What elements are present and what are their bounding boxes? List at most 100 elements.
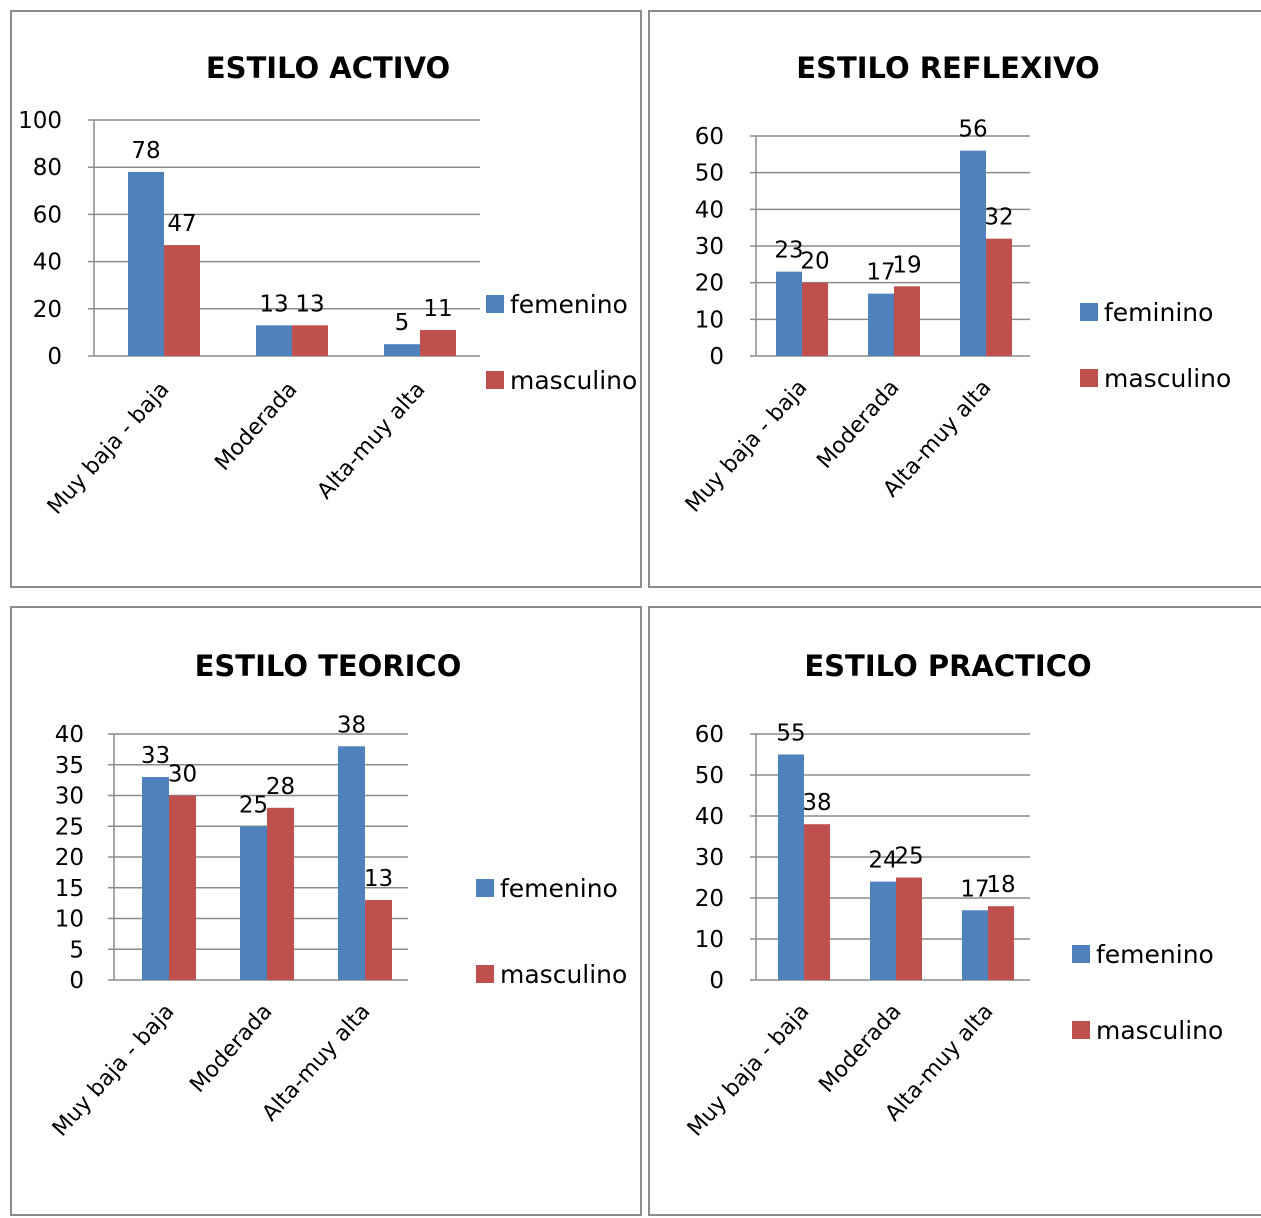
data-label-femenino-alta-muy-alta: 38 [337, 712, 366, 738]
category-label: Muy baja - baja [683, 999, 815, 1141]
data-label-femenino-moderada: 13 [259, 291, 288, 317]
data-label-masculino-muy-baja-baja: 20 [800, 249, 829, 275]
bar-masculino-moderada [894, 286, 920, 356]
category-label: Moderada [814, 999, 906, 1097]
data-label-masculino-moderada: 13 [295, 291, 324, 317]
bar-masculino-muy-baja-baja [169, 795, 196, 980]
bar-masculino-moderada [267, 807, 294, 980]
chart-svg-practico: ESTILO PRACTICO 0 10 20 30 40 50 60 55 38 Muy baja… [683, 649, 1223, 1142]
y-tick-label: 30 [55, 784, 84, 810]
legend-swatch-femenino [486, 295, 504, 313]
data-label-masculino-muy-baja-baja: 30 [168, 762, 197, 788]
bar-femenino-alta-muy-alta [384, 344, 420, 356]
y-tick-label: 50 [695, 763, 724, 789]
legend-swatch-femenino [476, 879, 494, 897]
bar-femenino-muy-baja-baja [128, 171, 164, 356]
data-label-masculino-alta-muy-alta: 18 [986, 872, 1015, 898]
bar-feminino-muy-baja-baja [776, 271, 802, 356]
data-label-masculino-alta-muy-alta: 13 [364, 866, 393, 892]
data-label-femenino-moderada: 25 [239, 792, 268, 818]
data-label-masculino-alta-muy-alta: 11 [423, 296, 452, 322]
data-label-masculino-alta-muy-alta: 32 [984, 205, 1013, 231]
y-tick-label: 25 [55, 814, 84, 840]
category-label: Alta-muy alta [313, 377, 431, 504]
data-label-feminino-moderada: 17 [866, 260, 895, 286]
legend-swatch-masculino [486, 371, 504, 389]
legend-swatch-masculino [476, 965, 494, 983]
chart-panel-reflexivo: ESTILO REFLEXIVO 0 10 20 30 40 50 60 23 20 Muy baj… [648, 10, 1261, 588]
legend-label-femenino: femenino [500, 874, 618, 903]
y-tick-label: 50 [695, 161, 724, 187]
data-label-masculino-moderada: 25 [894, 844, 923, 870]
bar-femenino-muy-baja-baja [778, 754, 804, 980]
data-label-femenino-muy-baja-baja: 55 [776, 721, 805, 747]
chart-svg-activo: ESTILO ACTIVO 0 20 40 60 80 100 78 47 Muy baja - … [18, 51, 637, 520]
bar-feminino-alta-muy-alta [960, 150, 986, 356]
category-label: Muy baja - baja [43, 377, 175, 519]
data-label-femenino-muy-baja-baja: 78 [131, 138, 160, 164]
bar-femenino-muy-baja-baja [142, 777, 169, 980]
bar-feminino-moderada [868, 293, 894, 356]
y-tick-label: 10 [55, 907, 84, 933]
legend-label-femenino: femenino [1096, 940, 1214, 969]
legend-swatch-masculino [1072, 1021, 1090, 1039]
bar-masculino-alta-muy-alta [988, 906, 1014, 980]
y-tick-label: 60 [695, 124, 724, 150]
y-tick-label: 10 [695, 927, 724, 953]
data-label-femenino-alta-muy-alta: 5 [395, 310, 410, 336]
y-tick-label: 60 [33, 202, 62, 228]
y-tick-label: 60 [695, 722, 724, 748]
bar-femenino-moderada [256, 325, 292, 356]
chart-title: ESTILO ACTIVO [206, 51, 450, 85]
bar-masculino-moderada [292, 325, 328, 356]
y-tick-label: 40 [33, 250, 62, 276]
y-tick-label: 20 [33, 297, 62, 323]
data-label-feminino-muy-baja-baja: 23 [774, 238, 803, 264]
bar-masculino-alta-muy-alta [986, 238, 1012, 356]
bar-femenino-alta-muy-alta [338, 746, 365, 980]
y-tick-label: 80 [33, 155, 62, 181]
data-label-masculino-muy-baja-baja: 47 [167, 211, 196, 237]
data-label-masculino-moderada: 28 [266, 774, 295, 800]
category-label: Muy baja - baja [681, 375, 813, 517]
data-label-femenino-muy-baja-baja: 33 [141, 743, 170, 769]
bar-masculino-alta-muy-alta [365, 900, 392, 980]
y-tick-label: 30 [695, 845, 724, 871]
chart-title: ESTILO REFLEXIVO [796, 51, 1099, 85]
legend-label-masculino: masculino [1104, 364, 1231, 393]
y-tick-label: 40 [695, 197, 724, 223]
y-tick-label: 40 [55, 722, 84, 748]
data-label-masculino-moderada: 19 [892, 252, 921, 278]
bar-masculino-muy-baja-baja [804, 824, 830, 980]
category-label: Muy baja - baja [48, 999, 180, 1141]
legend-label-femenino: femenino [510, 290, 628, 319]
bar-masculino-moderada [896, 877, 922, 980]
legend-label-masculino: masculino [1096, 1016, 1223, 1045]
data-label-femenino-moderada: 24 [868, 848, 897, 874]
category-label: Moderada [210, 377, 302, 475]
y-tick-label: 30 [695, 234, 724, 260]
category-label: Moderada [812, 375, 904, 473]
chart-panel-practico: ESTILO PRACTICO 0 10 20 30 40 50 60 55 38 Muy baja… [648, 606, 1261, 1216]
data-label-masculino-muy-baja-baja: 38 [802, 790, 831, 816]
category-label: Moderada [185, 999, 277, 1097]
y-tick-label: 40 [695, 804, 724, 830]
legend-swatch-feminino [1080, 303, 1098, 321]
chart-panel-teorico: ESTILO TEORICO 0 5 10 15 20 25 30 35 40 33 30 Muy ba… [10, 606, 642, 1216]
bar-femenino-alta-muy-alta [962, 910, 988, 980]
y-tick-label: 15 [55, 876, 84, 902]
y-tick-label: 20 [695, 886, 724, 912]
data-label-femenino-alta-muy-alta: 17 [960, 876, 989, 902]
bar-masculino-muy-baja-baja [802, 282, 828, 356]
y-tick-label: 0 [709, 344, 724, 370]
y-tick-label: 5 [69, 937, 84, 963]
y-tick-label: 20 [55, 845, 84, 871]
data-label-feminino-alta-muy-alta: 56 [958, 117, 987, 143]
legend-swatch-femenino [1072, 945, 1090, 963]
chart-title: ESTILO TEORICO [195, 649, 462, 683]
chart-panel-activo: ESTILO ACTIVO 0 20 40 60 80 100 78 47 Muy baja - … [10, 10, 642, 588]
legend-label-feminino: feminino [1104, 298, 1213, 327]
y-tick-label: 35 [55, 753, 84, 779]
y-tick-label: 0 [69, 968, 84, 994]
